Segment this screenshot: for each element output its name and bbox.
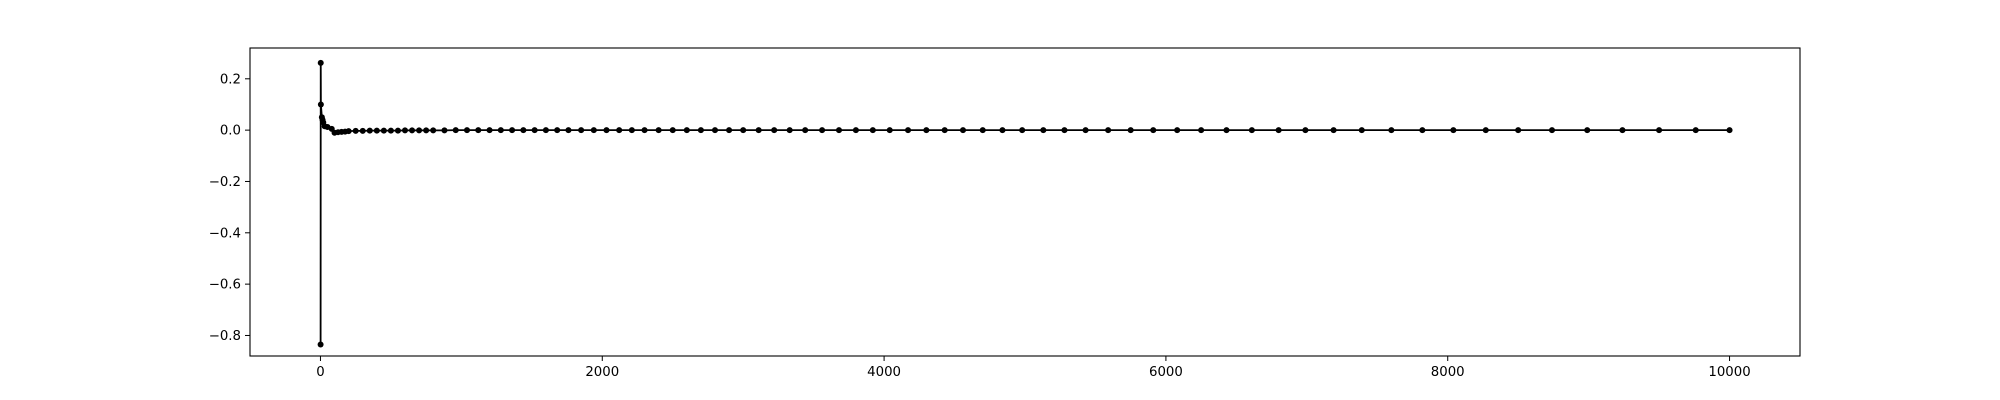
data-point bbox=[755, 127, 762, 134]
data-point bbox=[380, 127, 387, 134]
data-point bbox=[441, 127, 448, 134]
data-point bbox=[409, 127, 416, 134]
data-point bbox=[1584, 127, 1591, 134]
data-point bbox=[1388, 127, 1395, 134]
data-point bbox=[423, 127, 430, 134]
data-point bbox=[1105, 127, 1112, 134]
data-point bbox=[464, 127, 470, 134]
data-point bbox=[1150, 127, 1157, 134]
data-point bbox=[1127, 127, 1134, 134]
data-point bbox=[1358, 127, 1365, 134]
y-tick-label: 0.0 bbox=[220, 124, 241, 139]
y-tick-label: −0.4 bbox=[209, 226, 241, 241]
data-point bbox=[999, 127, 1006, 134]
data-point bbox=[1275, 127, 1282, 134]
data-point bbox=[1040, 127, 1047, 134]
data-point bbox=[1656, 127, 1663, 134]
plot-frame bbox=[249, 47, 1801, 357]
data-point bbox=[712, 127, 718, 134]
axis-layer: 0 2000 4000 6000 8000 10000 0.2 0.0 −0.2 −0.4 −0.6… bbox=[209, 72, 1751, 380]
data-point bbox=[941, 127, 948, 134]
data-point bbox=[554, 127, 561, 134]
data-point bbox=[475, 127, 482, 134]
data-point bbox=[509, 127, 516, 134]
data-point bbox=[869, 127, 876, 134]
data-point bbox=[786, 127, 793, 134]
x-tick-label: 8000 bbox=[1431, 365, 1465, 380]
data-point bbox=[697, 127, 704, 134]
data-point bbox=[578, 127, 585, 134]
data-point bbox=[923, 127, 930, 134]
data-point bbox=[1549, 127, 1555, 134]
data-point bbox=[452, 127, 459, 134]
data-point bbox=[317, 101, 324, 108]
data-point bbox=[590, 127, 597, 134]
data-point bbox=[394, 127, 401, 134]
data-point bbox=[486, 127, 493, 134]
data-point bbox=[565, 127, 572, 134]
data-point bbox=[317, 59, 324, 66]
data-point bbox=[1019, 127, 1026, 134]
data-point bbox=[771, 127, 778, 134]
data-point bbox=[740, 127, 747, 134]
data-point bbox=[960, 127, 966, 134]
data-point bbox=[628, 127, 635, 134]
data-point bbox=[669, 127, 676, 134]
y-tick-label: 0.2 bbox=[220, 72, 241, 87]
data-point bbox=[603, 127, 610, 134]
data-point bbox=[366, 127, 373, 134]
data-point bbox=[1082, 127, 1089, 134]
data-point bbox=[416, 127, 423, 134]
x-tick-label: 4000 bbox=[867, 365, 901, 380]
data-point bbox=[886, 127, 893, 134]
data-point bbox=[1450, 127, 1457, 134]
y-tick-label: −0.2 bbox=[209, 175, 241, 190]
data-point bbox=[1330, 127, 1337, 134]
data-point bbox=[1198, 127, 1205, 134]
data-point bbox=[520, 127, 527, 134]
y-tick-label: −0.6 bbox=[209, 278, 241, 293]
data-point bbox=[683, 127, 690, 134]
data-point bbox=[531, 127, 538, 134]
data-point bbox=[1482, 127, 1489, 134]
data-point bbox=[359, 127, 366, 134]
data-point bbox=[1726, 127, 1733, 134]
data-point bbox=[1223, 127, 1230, 134]
x-tick-label: 10000 bbox=[1708, 365, 1750, 380]
data-point bbox=[641, 127, 648, 134]
data-point bbox=[802, 127, 809, 134]
data-point bbox=[905, 127, 912, 134]
x-tick-label: 2000 bbox=[585, 365, 619, 380]
data-point bbox=[402, 127, 408, 134]
data-point bbox=[819, 127, 826, 134]
data-point bbox=[1619, 127, 1626, 134]
data-point bbox=[1248, 127, 1255, 134]
data-point bbox=[1419, 127, 1426, 134]
data-point bbox=[1061, 127, 1068, 134]
data-point bbox=[345, 128, 352, 135]
data-point bbox=[430, 127, 437, 134]
data-point bbox=[373, 127, 380, 134]
data-point bbox=[655, 127, 662, 134]
data-point bbox=[352, 127, 359, 134]
data-point bbox=[1692, 127, 1699, 134]
data-point bbox=[852, 127, 859, 134]
data-point bbox=[1174, 127, 1181, 134]
series-layer bbox=[317, 59, 1733, 348]
data-point bbox=[979, 127, 986, 134]
data-point bbox=[616, 127, 623, 134]
y-tick-label: −0.8 bbox=[209, 329, 241, 344]
data-point bbox=[726, 127, 733, 134]
data-point bbox=[836, 127, 842, 134]
x-tick-label: 0 bbox=[316, 365, 324, 380]
data-point bbox=[497, 127, 504, 134]
data-point bbox=[387, 127, 394, 134]
data-point bbox=[542, 127, 549, 134]
data-point bbox=[1302, 127, 1309, 134]
data-point bbox=[317, 341, 324, 348]
data-point bbox=[1515, 127, 1522, 134]
x-tick-label: 6000 bbox=[1149, 365, 1183, 380]
